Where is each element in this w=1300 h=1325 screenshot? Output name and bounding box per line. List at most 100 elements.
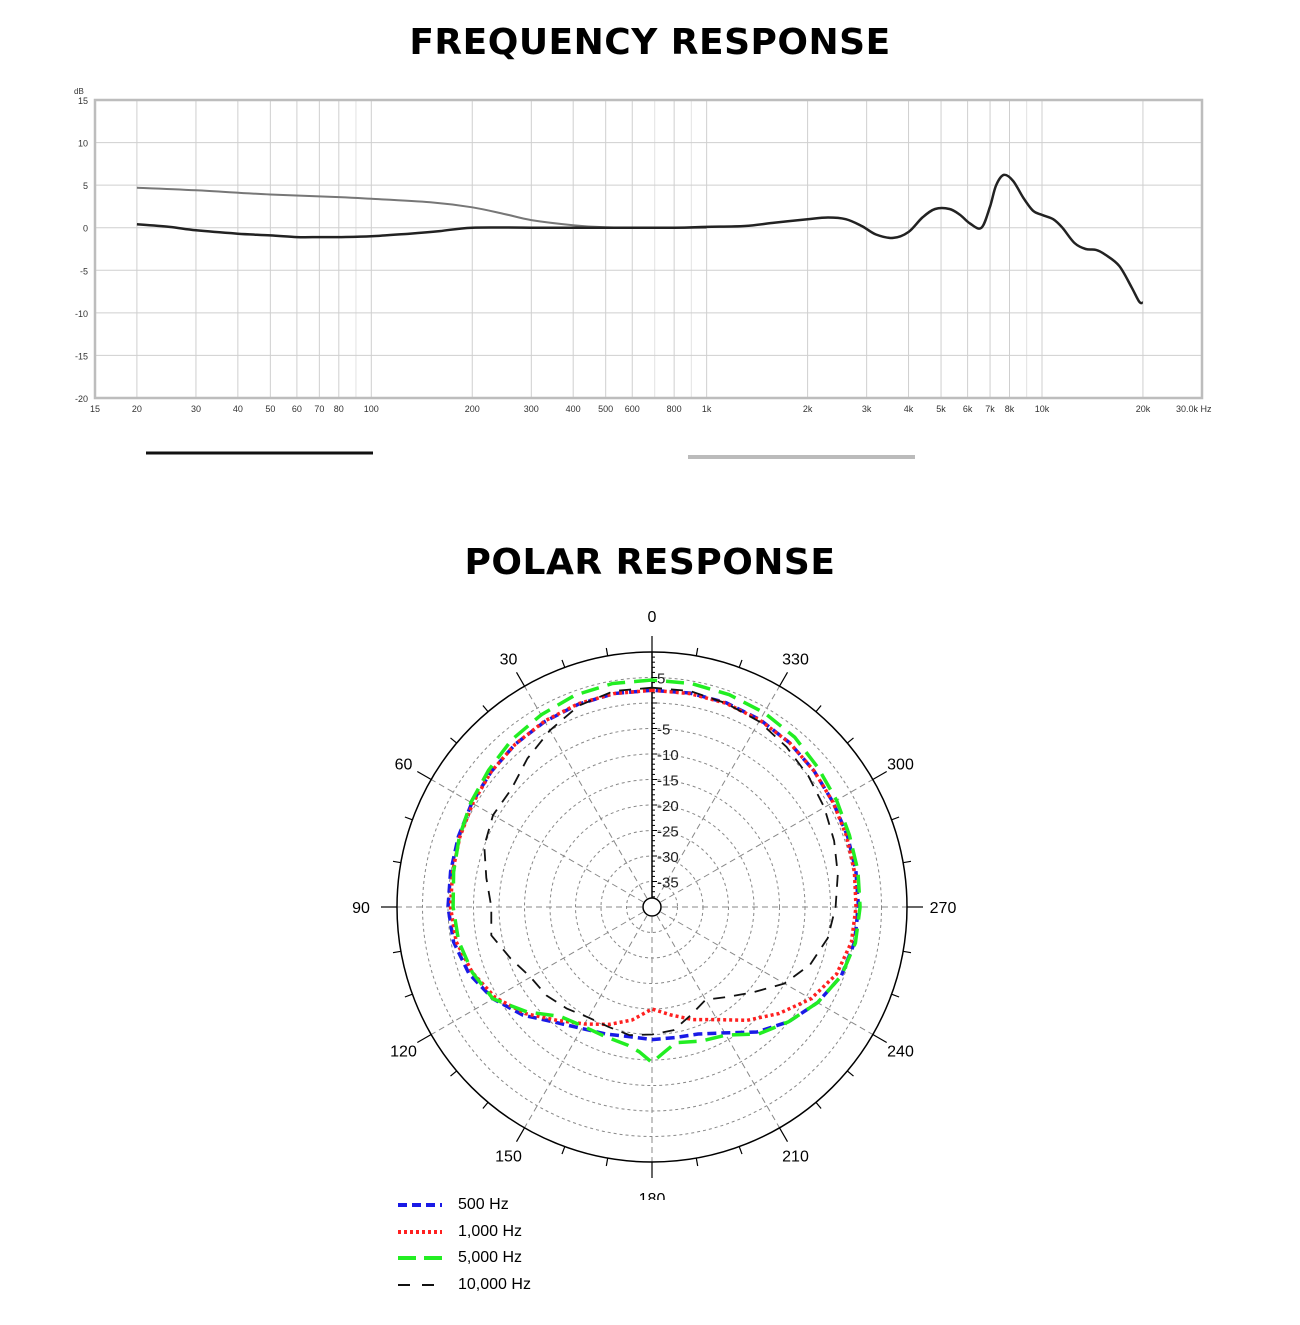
- x-tick-label-40: 40: [233, 404, 243, 414]
- x-tick-label-30: 30: [191, 404, 201, 414]
- angle-label-30: 30: [500, 652, 518, 669]
- polar-response-chart: -35 -30 -25 -20 -15 -10 -5 5 0 30 60 90 120 150 180 210…: [352, 609, 956, 1200]
- x-tick-label-15: 15: [90, 404, 100, 414]
- outer-angle-tick: [450, 737, 458, 744]
- angular-gridline: [651, 685, 780, 908]
- outer-angle-tick: [872, 770, 887, 781]
- y-tick-label: -15: [75, 351, 88, 361]
- outer-angle-tick: [561, 659, 566, 668]
- angle-label-0: 0: [648, 609, 657, 626]
- polar-series-10-000-hz: [483, 686, 839, 1036]
- radial-tick-label: -25: [657, 824, 679, 841]
- x-tick-labels: 15 20 30 40 50 60 70 80 100 200 300 400 500 600 800 1k 2…: [90, 404, 1212, 414]
- angle-label-330: 330: [782, 652, 809, 669]
- y-tick-label: 10: [78, 139, 88, 149]
- radial-tick-label: -35: [657, 875, 679, 892]
- angle-label-150: 150: [495, 1149, 522, 1166]
- x-tick-label-50: 50: [265, 404, 275, 414]
- radial-tick-label: -5: [657, 722, 670, 739]
- x-tick-label-6k: 6k: [963, 404, 973, 414]
- polar-legend: 500 Hz 1,000 Hz 5,000 Hz 10,000 Hz: [398, 1192, 531, 1298]
- legend-swatch-1000hz: [398, 1229, 442, 1234]
- x-tick-label-30-0k-hz: 30.0k Hz: [1176, 404, 1212, 414]
- outer-angle-tick: [846, 737, 854, 744]
- radial-tick-label: -10: [657, 747, 679, 764]
- x-tick-label-80: 80: [334, 404, 344, 414]
- x-tick-label-20k: 20k: [1136, 404, 1151, 414]
- polar-series-1-000-hz: [448, 688, 858, 1027]
- plot-border: [93, 98, 1204, 400]
- outer-angle-tick: [515, 672, 526, 687]
- x-minor-grid: [355, 100, 1028, 398]
- angular-gridline: [651, 906, 780, 1129]
- angular-gridline: [651, 906, 874, 1035]
- angular-gridline: [524, 685, 653, 908]
- y-axis-label: dB: [74, 87, 84, 96]
- legend-item-5000hz: 5,000 Hz: [398, 1245, 531, 1272]
- x-tick-label-2k: 2k: [803, 404, 813, 414]
- y-tick-labels: 15 10 5 0 -5 -10 -15 -20: [75, 96, 88, 404]
- polar-series-5-000-hz: [451, 678, 862, 1065]
- y-tick-label: -5: [80, 266, 88, 276]
- radial-tick-label: -20: [657, 798, 679, 815]
- angle-labels: 0 30 60 90 120 150 180 210 240 270 300 330: [352, 609, 956, 1200]
- y-tick-label: -20: [75, 394, 88, 404]
- legend-swatch-10000hz: [398, 1283, 442, 1286]
- angle-label-270: 270: [930, 900, 957, 917]
- angular-gridline: [430, 906, 653, 1035]
- legend-label-10000hz: 10,000 Hz: [458, 1275, 531, 1293]
- y-tick-label: -10: [75, 309, 88, 319]
- legend-label-5000hz: 5,000 Hz: [458, 1249, 523, 1267]
- x-tick-label-7k: 7k: [985, 404, 995, 414]
- legend-item-1000hz: 1,000 Hz: [398, 1219, 531, 1246]
- legend-swatch-500hz: [398, 1203, 442, 1208]
- x-tick-label-1k: 1k: [702, 404, 712, 414]
- x-tick-label-200: 200: [465, 404, 480, 414]
- radial-tick-label: -15: [657, 773, 679, 790]
- legend-item-500hz: 500 Hz: [398, 1192, 531, 1219]
- angle-label-240: 240: [887, 1044, 914, 1061]
- x-tick-label-100: 100: [364, 404, 379, 414]
- frequency-response-title: FREQUENCY RESPONSE: [409, 22, 891, 63]
- outer-angle-tick: [392, 950, 402, 954]
- outer-angle-tick: [450, 1070, 458, 1077]
- angle-label-180: 180: [639, 1191, 666, 1200]
- x-tick-label-5k: 5k: [936, 404, 946, 414]
- outer-angle-tick: [815, 1101, 822, 1109]
- y-tick-label: 15: [78, 96, 88, 106]
- polar-series: [446, 678, 862, 1065]
- radial-gridline: [575, 830, 729, 984]
- x-tick-label-500: 500: [598, 404, 613, 414]
- outer-angle-tick: [738, 659, 743, 668]
- legend-swatch-5000hz: [398, 1256, 442, 1261]
- outer-angle-tick: [891, 993, 900, 998]
- angle-label-210: 210: [782, 1149, 809, 1166]
- polar-center-marker: [642, 897, 662, 917]
- freq-series-line-2: [136, 173, 1144, 305]
- x-tick-label-8k: 8k: [1005, 404, 1015, 414]
- angle-label-60: 60: [395, 757, 413, 774]
- polar-series-500-hz: [446, 688, 861, 1042]
- angular-gridline: [430, 779, 653, 908]
- outer-angle-tick: [902, 860, 912, 864]
- outer-angle-tick: [738, 1146, 743, 1155]
- x-gridlines: [94, 100, 1203, 398]
- x-tick-label-800: 800: [667, 404, 682, 414]
- outer-angle-tick: [515, 1127, 526, 1142]
- angle-label-120: 120: [390, 1044, 417, 1061]
- x-tick-label-60: 60: [292, 404, 302, 414]
- outer-angle-tick: [778, 1127, 789, 1142]
- x-tick-label-400: 400: [566, 404, 581, 414]
- outer-angle-ticks: [381, 636, 923, 1178]
- outer-angle-tick: [695, 647, 699, 657]
- x-tick-label-20: 20: [132, 404, 142, 414]
- outer-angle-tick: [815, 705, 822, 713]
- y-tick-label: 0: [83, 224, 88, 234]
- outer-angle-tick: [605, 1157, 609, 1167]
- radial-tick-labels: -35 -30 -25 -20 -15 -10 -5 5: [657, 671, 679, 892]
- outer-angle-tick: [778, 672, 789, 687]
- angle-label-90: 90: [352, 900, 370, 917]
- x-tick-label-3k: 3k: [862, 404, 872, 414]
- outer-angle-tick: [605, 647, 609, 657]
- outer-angle-tick: [695, 1157, 699, 1167]
